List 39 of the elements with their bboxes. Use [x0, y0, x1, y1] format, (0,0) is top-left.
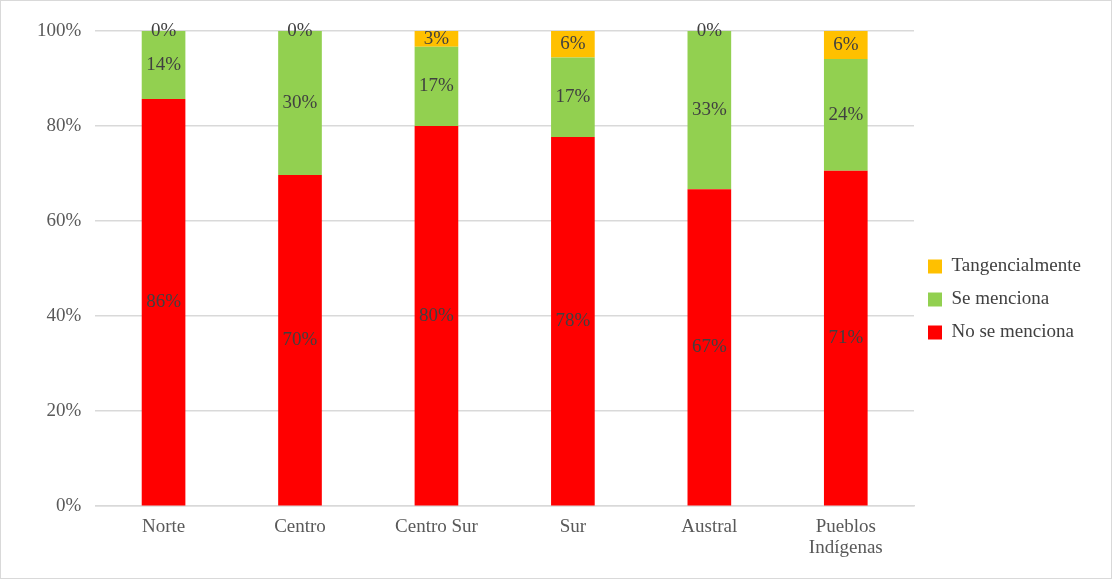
data-label: 17% [419, 74, 455, 96]
x-tick-label: Austral [681, 514, 738, 536]
bar [687, 189, 732, 506]
y-tick-label: 20% [46, 399, 82, 421]
bar [414, 126, 459, 506]
y-tick-label: 60% [46, 209, 82, 231]
bar [141, 98, 186, 506]
x-tick-label: Centro [274, 514, 326, 536]
legend-label: Se menciona [951, 287, 1050, 309]
data-label: 30% [282, 90, 318, 112]
data-label: 14% [146, 52, 182, 74]
bar [551, 57, 595, 137]
data-label: 80% [419, 303, 455, 325]
x-tick-label: Pueblos Indígenas [808, 514, 883, 557]
x-tick-label: Sur [559, 514, 587, 536]
bar [414, 46, 459, 127]
y-tick-label: 40% [46, 304, 82, 326]
bar [823, 59, 868, 171]
data-label: 17% [555, 85, 591, 107]
x-tick-label: Centro Sur [395, 514, 479, 536]
data-label: 86% [146, 290, 182, 312]
data-label: 33% [691, 98, 727, 120]
legend-label: Tangencialmente [951, 254, 1082, 276]
bar [278, 174, 322, 506]
data-label: 24% [828, 102, 864, 124]
data-label: 67% [691, 335, 727, 357]
x-tick-label: Norte [141, 514, 186, 536]
y-tick-label: 100% [37, 18, 82, 40]
data-label: 78% [555, 309, 591, 331]
bar [823, 170, 868, 506]
legend-label: No se menciona [951, 320, 1075, 342]
bar [551, 136, 595, 506]
y-tick-label: 0% [56, 494, 82, 516]
data-label: 6% [833, 33, 859, 54]
y-tick-label: 80% [46, 114, 82, 136]
data-label: 3% [423, 26, 450, 48]
data-label: 6% [560, 32, 586, 54]
data-label: 71% [828, 326, 864, 348]
data-label: 70% [282, 328, 318, 350]
